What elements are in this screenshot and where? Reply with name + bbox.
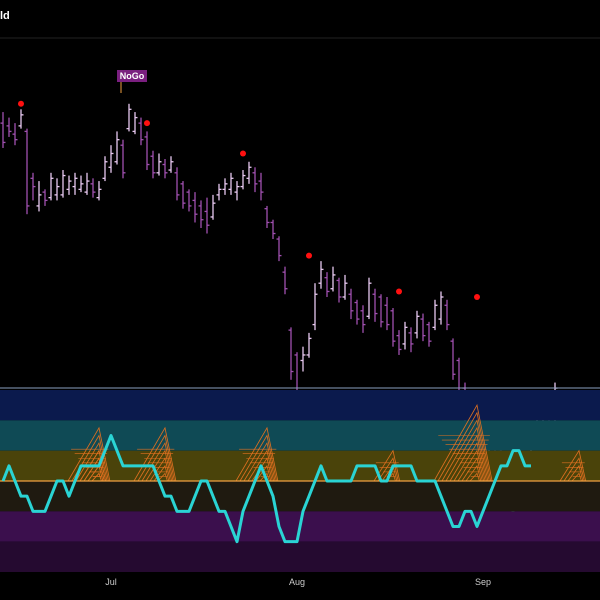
price-bar [354,299,360,325]
price-bar [432,299,438,331]
price-bar [24,128,30,215]
price-bar [330,266,336,292]
price-bar [312,283,318,331]
oscillator-waves [67,404,587,482]
price-bar [348,288,354,320]
x-tick-label: Jul [105,577,117,587]
price-bar [234,181,240,201]
price-bar [186,189,192,212]
price-bar [0,112,6,148]
price-bar [42,189,48,206]
price-bar [222,178,228,195]
price-bar [252,167,258,193]
price-bar [438,291,444,325]
x-axis: Jul Aug Sep [105,577,491,587]
price-bar [324,272,330,297]
oscillator-line [1,434,531,544]
x-tick-label: Aug [289,577,305,587]
price-bar [444,299,450,331]
price-bar [342,274,348,300]
price-bar [126,103,132,132]
price-bar [90,178,96,198]
price-bar [12,123,18,146]
price-bar [288,327,294,380]
price-bar [246,161,252,184]
price-bar [198,200,204,228]
nogo-signal-dot [240,150,246,157]
price-bar [414,310,420,339]
price-bar [210,194,216,220]
nogo-signal-dot [396,288,402,295]
oscillator-band [0,420,600,451]
oscillator-band [0,481,600,512]
nogo-signal-dot [474,294,480,300]
price-bar [60,170,66,198]
price-bar [420,313,426,342]
price-bar [318,261,324,289]
price-bar [372,288,378,322]
oscillator-series [1,434,531,544]
nogo-label: NoGo [117,70,147,93]
price-bar [150,150,156,179]
price-bar [258,172,264,201]
nogo-signal-dot [18,100,24,107]
price-bar [192,192,198,223]
price-bar [156,153,162,176]
nogo-label-text: NoGo [120,71,145,81]
price-bar [408,327,414,353]
price-bar [450,338,456,380]
price-bar [174,167,180,201]
price-bar [138,117,144,146]
price-bar [216,183,222,201]
price-bar [18,109,24,129]
nogo-signal-dot [144,120,150,127]
price-bar [180,181,186,209]
oscillator-band [0,390,600,421]
price-bar [162,159,168,179]
oscillator-wave [559,449,587,482]
price-bar [36,181,42,212]
price-bar [378,294,384,328]
price-bar [282,266,288,295]
price-bar [54,178,60,201]
price-bar [384,297,390,331]
price-bar [366,277,372,320]
price-bar [6,117,12,137]
price-bar [396,330,402,355]
price-bar [228,172,234,195]
price-bar [204,197,210,234]
price-bar [108,145,114,173]
price-bar [30,172,36,201]
price-bar [120,139,126,179]
oscillator-wave [433,404,493,482]
price-bar [426,321,432,347]
price-bar [102,156,108,182]
price-bar [360,305,366,333]
price-bar [306,332,312,358]
price-bar [66,175,72,195]
price-bar [390,308,396,347]
nogo-signal-dot [306,252,312,259]
price-bar [402,321,408,350]
price-bar [78,175,84,193]
price-bar [132,112,138,135]
price-bar [336,277,342,303]
price-bar [96,181,102,201]
chart-title-fragment: ld [0,10,10,22]
price-bar [276,236,282,262]
price-bar [144,131,150,171]
price-bar [72,172,78,195]
price-bar [240,170,246,190]
price-bar [168,156,174,173]
price-bar [84,172,90,195]
price-bar [270,219,276,240]
price-bar [114,131,120,165]
price-bar [48,172,54,201]
price-bar [300,346,306,372]
price-bar [264,205,270,228]
oscillator-band [0,541,600,572]
x-tick-label: Sep [475,577,491,587]
